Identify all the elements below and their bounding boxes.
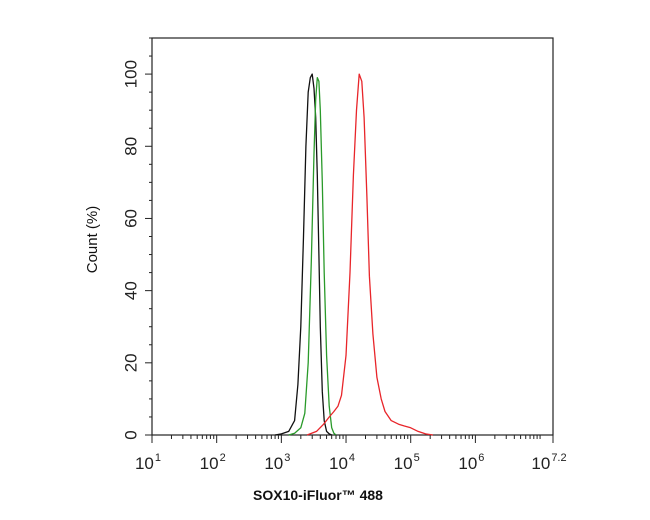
x-tick-label: 102 — [200, 452, 226, 473]
x-tick-label: 103 — [264, 452, 290, 473]
histogram-curve-3 — [306, 73, 433, 436]
x-tick-label: 106 — [458, 452, 484, 473]
x-tick-label: 101 — [135, 452, 161, 473]
plot-frame — [151, 37, 554, 436]
y-tick-label: 40 — [121, 281, 140, 300]
y-axis-title: Count (%) — [84, 206, 101, 274]
y-tick-label: 80 — [121, 137, 140, 156]
histogram-curve-1 — [274, 73, 332, 436]
y-tick-label: 0 — [121, 430, 140, 439]
x-tick-label: 104 — [329, 452, 355, 473]
y-tick-label: 100 — [121, 60, 140, 88]
x-axis-title: SOX10-iFluor™ 488 — [253, 487, 383, 503]
x-tick-label: 107.2 — [531, 452, 566, 473]
y-tick-label: 20 — [121, 353, 140, 372]
histogram-curve-2 — [288, 77, 337, 436]
x-tick-label: 105 — [394, 452, 420, 473]
y-tick-label: 60 — [121, 209, 140, 228]
